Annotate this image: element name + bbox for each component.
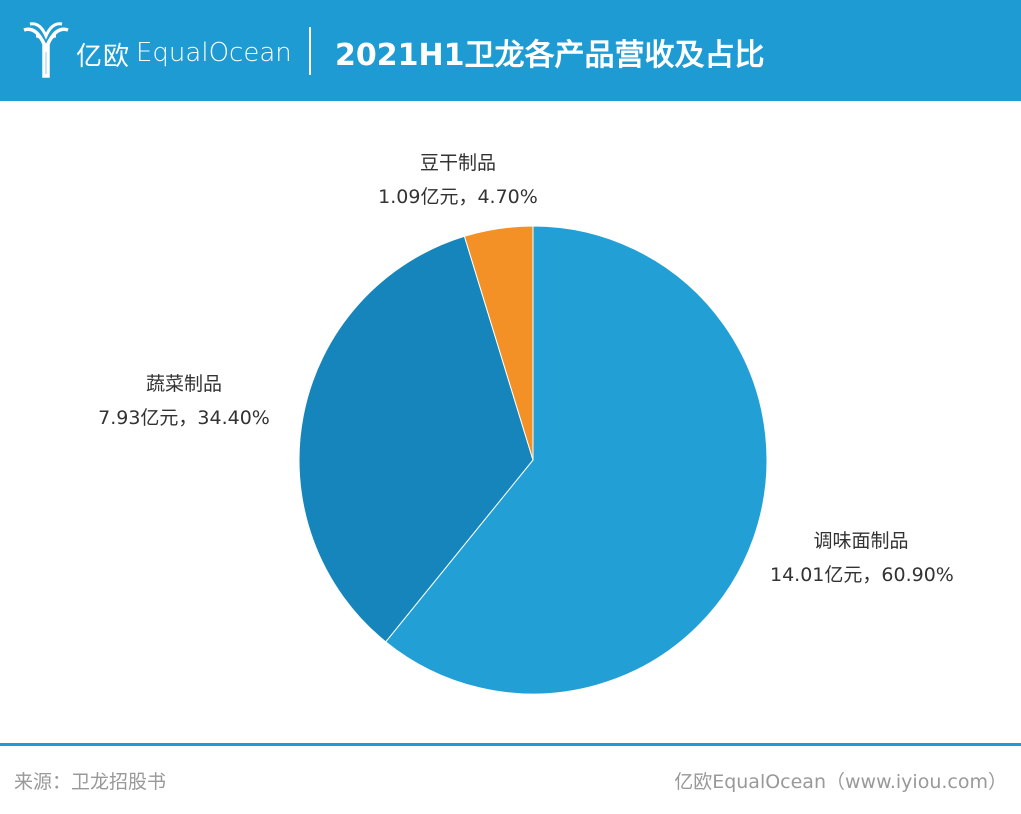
equalocean-logo-icon xyxy=(23,22,69,78)
chart-area: 豆干制品 1.09亿元，4.70% 蔬菜制品 7.93亿元，34.40% 调味面… xyxy=(0,101,1021,743)
slice-label-name: 调味面制品 xyxy=(813,530,909,552)
slice-label-douganzhipin: 豆干制品 1.09亿元，4.70% xyxy=(378,146,538,214)
pie-slice-1 xyxy=(298,235,534,643)
brand-note: 亿欧EqualOcean（www.iyiou.com） xyxy=(674,771,1007,793)
slice-label-value: 1.09亿元，4.70% xyxy=(378,186,538,208)
header-divider xyxy=(309,27,311,75)
slice-label-tiaoweimianzhipin: 调味面制品 14.01亿元，60.90% xyxy=(770,524,954,592)
equalocean-logo: 亿欧 EqualOcean xyxy=(22,22,292,82)
pie-slice-0 xyxy=(385,225,768,695)
logo-english-text: EqualOcean xyxy=(136,38,292,68)
slice-label-value: 7.93亿元，34.40% xyxy=(98,407,270,429)
chart-title: 2021H1卫龙各产品营收及占比 xyxy=(335,38,765,73)
slice-label-name: 蔬菜制品 xyxy=(145,373,222,395)
logo-chinese-text: 亿欧 xyxy=(76,42,131,72)
footer-divider xyxy=(0,743,1021,746)
pie-slice-2 xyxy=(463,225,534,461)
slice-label-value: 14.01亿元，60.90% xyxy=(770,564,954,586)
slice-label-shucaizhipin: 蔬菜制品 7.93亿元，34.40% xyxy=(98,367,270,435)
header-banner: 亿欧 EqualOcean 2021H1卫龙各产品营收及占比 xyxy=(0,0,1021,101)
slice-label-name: 豆干制品 xyxy=(419,152,496,174)
source-note: 来源：卫龙招股书 xyxy=(14,771,167,793)
pie-chart xyxy=(298,225,768,695)
